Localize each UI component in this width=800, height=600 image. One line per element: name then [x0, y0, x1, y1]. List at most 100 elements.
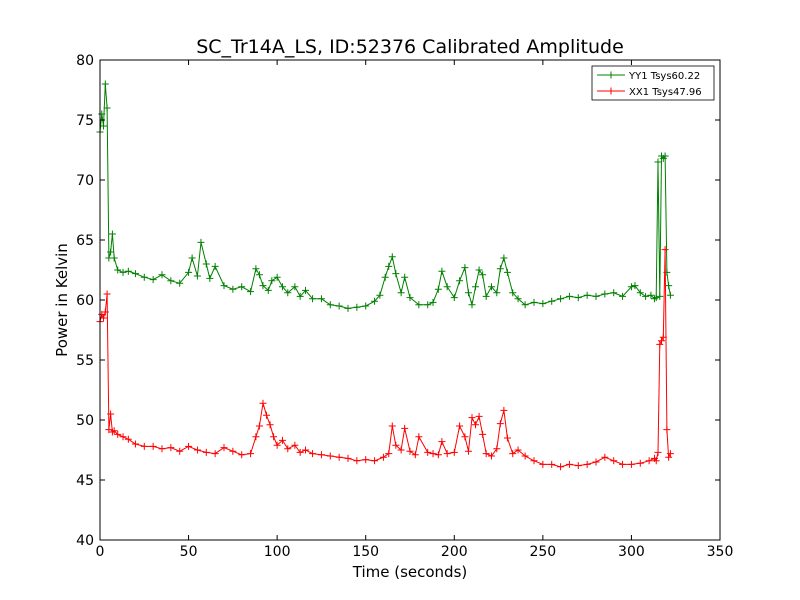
data-point	[284, 289, 292, 297]
data-point	[335, 453, 343, 461]
data-point	[456, 422, 464, 430]
axis-ticks: 0 50 100 150 200 250 300 350 40 45 50 55 60 65 70 75 80	[76, 53, 733, 560]
data-point	[514, 295, 522, 303]
data-point	[379, 453, 387, 461]
y-tick-label: 65	[76, 233, 94, 249]
data-point	[124, 435, 132, 443]
data-point	[530, 457, 538, 465]
data-point	[434, 451, 442, 459]
data-point	[548, 297, 556, 305]
data-point	[521, 452, 529, 460]
data-point	[429, 450, 437, 458]
data-point	[530, 298, 538, 306]
data-point	[362, 456, 370, 464]
data-point	[114, 266, 122, 274]
data-point	[475, 412, 483, 420]
data-point	[482, 450, 490, 458]
data-point	[278, 436, 286, 444]
data-point	[211, 262, 219, 270]
legend-marker	[607, 87, 615, 95]
data-point	[263, 411, 271, 419]
data-point	[344, 454, 352, 462]
x-tick-label: 100	[264, 544, 291, 560]
data-point	[461, 264, 469, 272]
y-tick-label: 60	[76, 293, 94, 309]
data-point	[259, 282, 267, 290]
data-point	[658, 337, 666, 345]
data-point	[110, 427, 118, 435]
data-point	[415, 433, 423, 441]
data-point	[107, 410, 115, 418]
data-point	[443, 283, 451, 291]
data-point	[105, 426, 113, 434]
x-tick-label: 0	[96, 544, 105, 560]
data-point	[353, 457, 361, 465]
data-point	[493, 289, 501, 297]
data-point	[335, 302, 343, 310]
data-point	[278, 283, 286, 291]
data-point	[565, 292, 573, 300]
data-point	[229, 447, 237, 455]
data-point	[252, 265, 260, 273]
data-point	[401, 273, 409, 281]
data-point	[456, 277, 464, 285]
data-point	[663, 426, 671, 434]
data-point	[461, 433, 469, 441]
data-point	[108, 230, 116, 238]
data-point	[376, 291, 384, 299]
data-point	[482, 292, 490, 300]
data-point	[656, 340, 664, 348]
data-point	[503, 268, 511, 276]
data-point	[627, 460, 635, 468]
chart-title: SC_Tr14A_LS, ID:52376 Calibrated Amplitu…	[196, 36, 624, 58]
data-point	[392, 270, 400, 278]
data-point	[103, 104, 111, 112]
x-tick-label: 50	[180, 544, 198, 560]
data-point	[388, 422, 396, 430]
data-point	[397, 289, 405, 297]
data-point	[583, 460, 591, 468]
data-point	[131, 440, 139, 448]
data-point	[415, 301, 423, 309]
data-point	[487, 452, 495, 460]
data-point	[592, 292, 600, 300]
data-point	[475, 266, 483, 274]
x-tick-label: 250	[529, 544, 556, 560]
data-point	[661, 152, 669, 160]
data-point	[140, 442, 148, 450]
data-point	[124, 267, 132, 275]
data-point	[652, 294, 660, 302]
data-point	[557, 463, 565, 471]
y-tick-label: 70	[76, 173, 94, 189]
data-point	[188, 254, 196, 262]
data-point	[450, 448, 458, 456]
data-point	[98, 310, 106, 318]
data-point	[666, 450, 674, 458]
data-point	[468, 301, 476, 309]
data-point	[472, 283, 480, 291]
x-tick-label: 150	[352, 544, 379, 560]
data-point	[107, 248, 115, 256]
legend-label: XX1 Tsys47.96	[629, 87, 702, 98]
data-point	[119, 268, 127, 276]
data-point	[220, 444, 228, 452]
data-point	[434, 285, 442, 293]
data-point	[193, 446, 201, 454]
data-point	[503, 434, 511, 442]
data-point	[301, 446, 309, 454]
data-point	[110, 254, 118, 262]
data-point	[610, 457, 618, 465]
data-point	[344, 304, 352, 312]
data-point	[665, 453, 673, 461]
data-point	[131, 270, 139, 278]
data-point	[185, 268, 193, 276]
data-point	[509, 289, 517, 297]
data-point	[659, 333, 667, 341]
data-point	[149, 442, 157, 450]
data-point	[371, 297, 379, 305]
legend-entry: YY1 Tsys60.22	[597, 71, 700, 82]
data-point	[401, 424, 409, 432]
data-point	[158, 445, 166, 453]
data-point	[652, 457, 660, 465]
data-point	[411, 451, 419, 459]
